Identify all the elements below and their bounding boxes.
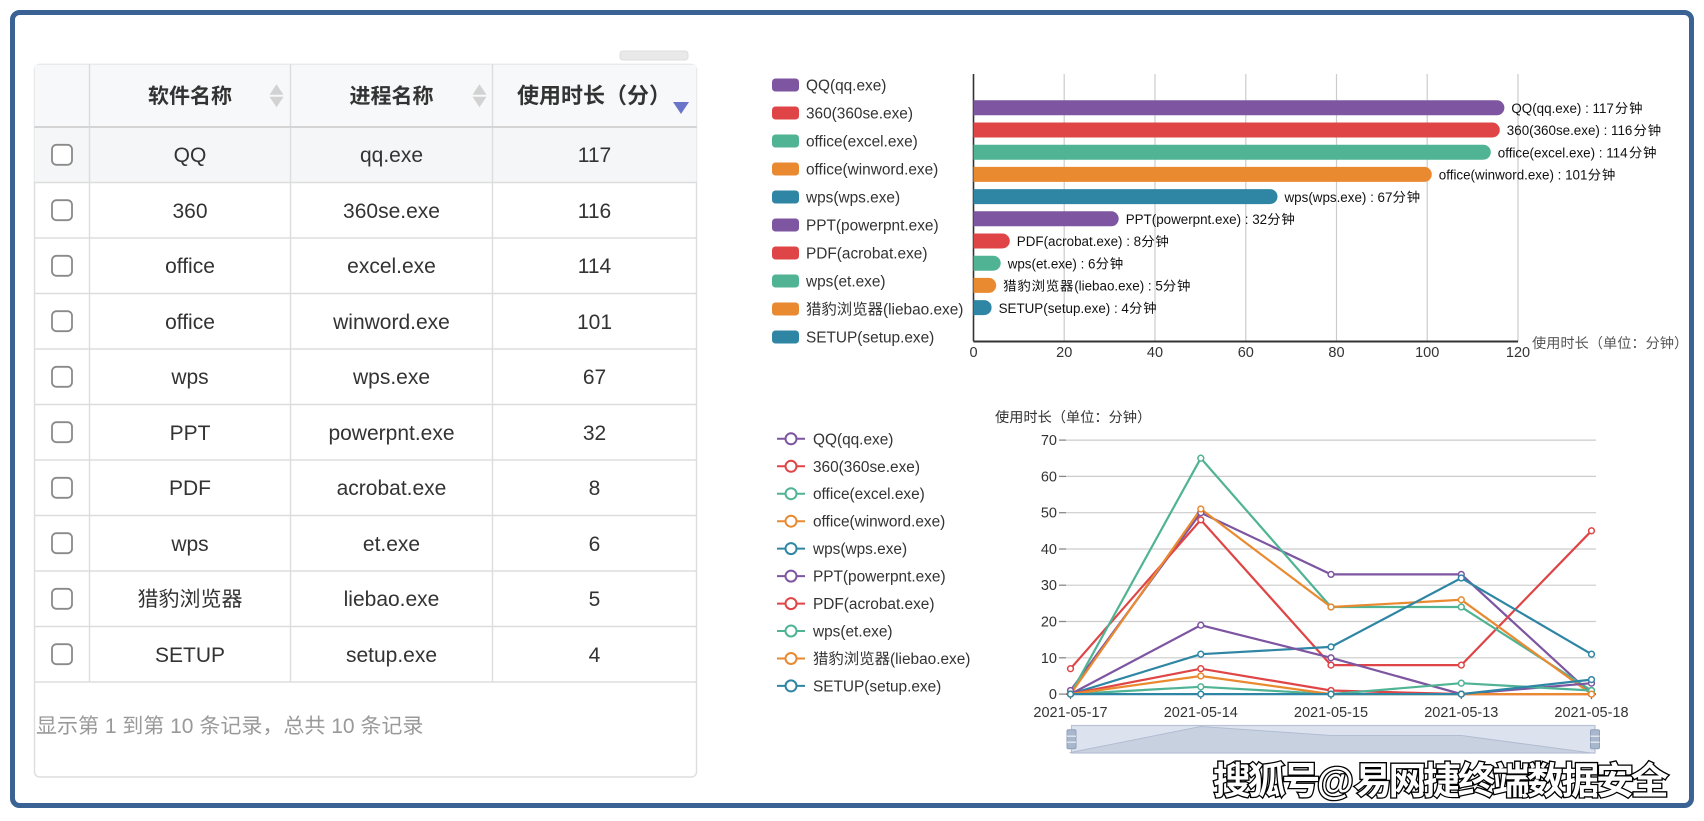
svg-text:acrobat.exe: acrobat.exe	[337, 477, 447, 500]
svg-text:et.exe: et.exe	[363, 533, 420, 556]
svg-text:120: 120	[1506, 345, 1530, 361]
svg-text:(liebao.exe): (liebao.exe)	[883, 302, 963, 319]
svg-text:SETUP(setup.exe): SETUP(setup.exe)	[813, 678, 941, 695]
svg-text:2021-05-15: 2021-05-15	[1294, 705, 1368, 721]
svg-text:0: 0	[1049, 687, 1057, 703]
svg-text:360se.exe: 360se.exe	[343, 200, 440, 223]
svg-text:60: 60	[1041, 469, 1057, 485]
svg-text:10: 10	[1041, 651, 1057, 667]
svg-text:70: 70	[1041, 433, 1057, 449]
svg-text:100: 100	[1415, 345, 1439, 361]
svg-text:PDF(acrobat.exe): PDF(acrobat.exe)	[806, 246, 927, 263]
svg-text:QQ(qq.exe): QQ(qq.exe)	[813, 431, 893, 448]
svg-text:32: 32	[583, 422, 606, 445]
svg-text:50: 50	[1041, 506, 1057, 522]
svg-text:10: 10	[164, 715, 199, 738]
svg-text:office(winword.exe): office(winword.exe)	[813, 514, 945, 531]
svg-text:PDF: PDF	[169, 477, 211, 500]
svg-text:excel.exe: excel.exe	[347, 255, 436, 278]
svg-text:360(360se.exe): 360(360se.exe)	[806, 106, 913, 123]
svg-text:4: 4	[589, 644, 601, 667]
svg-text:40: 40	[1041, 542, 1057, 558]
svg-text:2021-05-18: 2021-05-18	[1554, 705, 1628, 721]
svg-text:117: 117	[578, 144, 611, 167]
svg-text:2021-05-17: 2021-05-17	[1033, 705, 1107, 721]
svg-text:office(excel.exe) : 114: office(excel.exe) : 114	[1498, 145, 1628, 160]
svg-text:SETUP(setup.exe): SETUP(setup.exe)	[806, 330, 934, 347]
svg-text:101: 101	[577, 311, 612, 334]
svg-text:1: 1	[99, 715, 122, 738]
svg-text:(liebao.exe) : 5: (liebao.exe) : 5	[1074, 279, 1163, 294]
svg-text:40: 40	[1147, 345, 1163, 361]
svg-text:wps.exe: wps.exe	[352, 366, 430, 389]
svg-text:5: 5	[589, 588, 601, 611]
svg-text:QQ(qq.exe): QQ(qq.exe)	[806, 78, 886, 95]
svg-text:8: 8	[589, 477, 601, 500]
svg-text:114: 114	[578, 255, 612, 278]
svg-text:SETUP(setup.exe) : 4: SETUP(setup.exe) : 4	[999, 301, 1130, 316]
svg-text:(liebao.exe): (liebao.exe)	[890, 651, 970, 668]
svg-text:PPT(powerpnt.exe) : 32: PPT(powerpnt.exe) : 32	[1126, 212, 1267, 227]
svg-text:wps(wps.exe): wps(wps.exe)	[812, 541, 907, 558]
svg-text:QQ(qq.exe) : 117: QQ(qq.exe) : 117	[1511, 101, 1613, 116]
svg-text:wps(wps.exe) : 67: wps(wps.exe) : 67	[1284, 190, 1393, 205]
svg-text:qq.exe: qq.exe	[360, 144, 423, 167]
svg-text:winword.exe: winword.exe	[332, 311, 450, 334]
svg-text:116: 116	[578, 200, 611, 223]
svg-text:wps(et.exe): wps(et.exe)	[812, 624, 893, 641]
svg-text:office(winword.exe): office(winword.exe)	[806, 162, 938, 179]
svg-text:2021-05-14: 2021-05-14	[1164, 705, 1238, 721]
svg-text:QQ: QQ	[174, 144, 207, 167]
svg-text:setup.exe: setup.exe	[346, 644, 437, 667]
svg-text:wps(et.exe) : 6: wps(et.exe) : 6	[1007, 256, 1096, 271]
svg-text:360(360se.exe): 360(360se.exe)	[813, 459, 920, 476]
svg-text:PPT(powerpnt.exe): PPT(powerpnt.exe)	[813, 569, 946, 586]
svg-text:PPT: PPT	[170, 422, 211, 445]
svg-text:PDF(acrobat.exe): PDF(acrobat.exe)	[813, 596, 934, 613]
svg-text:60: 60	[1238, 345, 1254, 361]
svg-text:office: office	[165, 311, 215, 334]
svg-text:liebao.exe: liebao.exe	[344, 588, 440, 611]
svg-text:office(excel.exe): office(excel.exe)	[806, 134, 918, 151]
svg-text:powerpnt.exe: powerpnt.exe	[328, 422, 454, 445]
svg-text:30: 30	[1041, 578, 1057, 594]
svg-text:SETUP: SETUP	[155, 644, 225, 667]
svg-text:wps: wps	[170, 533, 208, 556]
svg-text:67: 67	[583, 366, 606, 389]
svg-text:office(winword.exe) : 101: office(winword.exe) : 101	[1439, 168, 1588, 183]
svg-text:PDF(acrobat.exe) : 8: PDF(acrobat.exe) : 8	[1017, 234, 1141, 249]
svg-text:20: 20	[1041, 615, 1057, 631]
svg-text:wps(et.exe): wps(et.exe)	[805, 274, 886, 291]
svg-text:office(excel.exe): office(excel.exe)	[813, 486, 925, 503]
svg-text:wps(wps.exe): wps(wps.exe)	[805, 190, 900, 207]
svg-text:20: 20	[1056, 345, 1072, 361]
svg-text:360: 360	[172, 200, 207, 223]
svg-text:PPT(powerpnt.exe): PPT(powerpnt.exe)	[806, 218, 939, 235]
svg-text:office: office	[165, 255, 215, 278]
svg-text:6: 6	[589, 533, 601, 556]
svg-text:10: 10	[325, 715, 360, 738]
svg-text:2021-05-13: 2021-05-13	[1424, 705, 1498, 721]
svg-text:0: 0	[969, 345, 977, 361]
svg-text:360(360se.exe) : 116: 360(360se.exe) : 116	[1507, 123, 1633, 138]
svg-text:80: 80	[1328, 345, 1344, 361]
svg-text:wps: wps	[170, 366, 208, 389]
svg-text:@: @	[1317, 761, 1354, 803]
